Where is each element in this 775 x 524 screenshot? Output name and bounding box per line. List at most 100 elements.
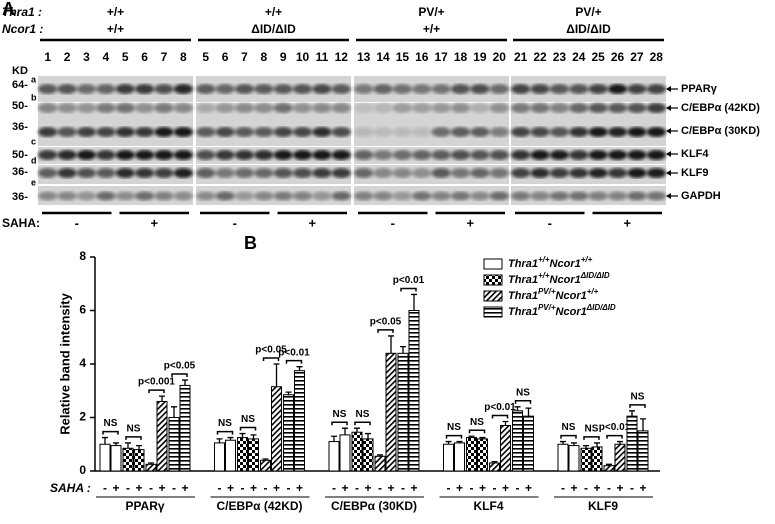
blot-band <box>607 127 628 137</box>
blot-band <box>646 84 666 94</box>
error-bar <box>250 434 257 439</box>
blot-band <box>273 103 293 113</box>
bar <box>637 430 649 472</box>
significance-label: NS <box>333 409 347 420</box>
protein-label: KLF4 <box>681 148 709 160</box>
blot-band <box>154 103 174 113</box>
saha-sign: + <box>135 481 142 495</box>
lane-number: 9 <box>280 50 287 64</box>
significance-label: NS <box>585 424 599 435</box>
blot-band <box>588 127 608 137</box>
lane-number: 23 <box>553 50 567 64</box>
significance-label: p<0.01 <box>599 422 631 433</box>
blot-band <box>154 168 174 178</box>
saha-sign: + <box>479 481 486 495</box>
blot-band <box>234 84 255 94</box>
blot-band <box>331 84 351 94</box>
legend-swatch <box>483 290 503 302</box>
legend-label-part: Thra1 <box>508 306 538 318</box>
blot-background <box>511 186 666 205</box>
significance-label: p<0.05 <box>164 361 196 372</box>
blot-band <box>646 168 666 178</box>
lane-number: 19 <box>473 50 487 64</box>
significance-bracket <box>148 389 165 394</box>
saha-sign: - <box>584 481 588 495</box>
blot-band <box>292 191 313 201</box>
x-axis-label: SAHA : <box>50 481 91 495</box>
blot-band <box>312 150 332 160</box>
blot-band <box>76 84 97 94</box>
genotype-ncor1: +/+ <box>423 22 440 36</box>
marker-letter: b <box>31 92 37 102</box>
blot-band <box>431 84 451 94</box>
blot-band <box>76 150 97 160</box>
blot-band <box>215 150 235 160</box>
significance-label: NS <box>218 418 232 429</box>
kd-label: KD <box>12 65 28 77</box>
bar <box>179 384 191 472</box>
significance-label: p<0.01 <box>393 275 425 286</box>
error-bar <box>525 407 532 417</box>
lane-number: 28 <box>650 50 664 64</box>
bar <box>362 438 374 472</box>
blot-band <box>354 150 374 160</box>
saha-sign: + <box>570 481 577 495</box>
blot-band <box>312 103 332 113</box>
blot-band <box>215 127 235 137</box>
blot-band <box>354 168 374 178</box>
blot-band <box>96 103 116 113</box>
legend-label-part: ΔID/ΔID <box>586 303 616 312</box>
error-bar <box>182 379 188 386</box>
lane-number: 8 <box>180 50 187 64</box>
blot-band <box>57 191 77 201</box>
blot-band <box>292 127 313 137</box>
bar <box>454 442 465 472</box>
category-label: C/EBPα (42KD) <box>216 499 302 513</box>
saha-sign: + <box>502 481 509 495</box>
blot-band <box>549 103 570 113</box>
lane-number: 12 <box>335 50 349 64</box>
protein-label: C/EBPα (42KD) <box>681 102 760 114</box>
bar <box>523 415 534 472</box>
arrow-head <box>666 170 671 176</box>
significance-label: NS <box>447 422 461 433</box>
blot-band <box>646 127 666 137</box>
blot-band <box>273 191 293 201</box>
error-bar <box>113 442 119 446</box>
blot-band <box>530 127 550 137</box>
saha-sign: + <box>296 481 303 495</box>
blot-band <box>196 150 216 160</box>
blot-band <box>607 168 628 178</box>
blot-band <box>412 127 432 137</box>
saha-sign: + <box>250 481 257 495</box>
blot-band <box>96 150 116 160</box>
protein-label: GAPDH <box>681 190 721 202</box>
blot-band <box>588 84 608 94</box>
lane-number: 7 <box>241 50 248 64</box>
blot-band <box>569 84 589 94</box>
legend-label-part: PV/+ <box>538 287 556 296</box>
blot-band <box>489 127 509 137</box>
saha-sign: + <box>410 481 417 495</box>
blot-band <box>489 191 509 201</box>
blot-background <box>354 186 509 205</box>
blot-band <box>57 168 77 178</box>
bar <box>225 439 236 472</box>
error-bar <box>560 440 566 445</box>
significance-bracket <box>606 434 623 439</box>
significance-label: p<0.001 <box>138 377 175 388</box>
blot-band <box>254 150 274 160</box>
saha-sign: + <box>181 481 188 495</box>
blot-band <box>412 168 432 178</box>
blot-band <box>154 84 174 94</box>
blot-band <box>392 84 413 94</box>
significance-label: p<0.01 <box>484 402 516 413</box>
bar <box>351 431 363 472</box>
lane-number: 4 <box>102 50 109 64</box>
bar <box>374 455 386 472</box>
lane-number: 26 <box>611 50 625 64</box>
error-bar <box>331 435 337 442</box>
legend-label: Thra1PV/+Ncor1+/+ <box>508 287 599 302</box>
blot-band <box>549 191 570 201</box>
arrow-head <box>666 105 671 111</box>
